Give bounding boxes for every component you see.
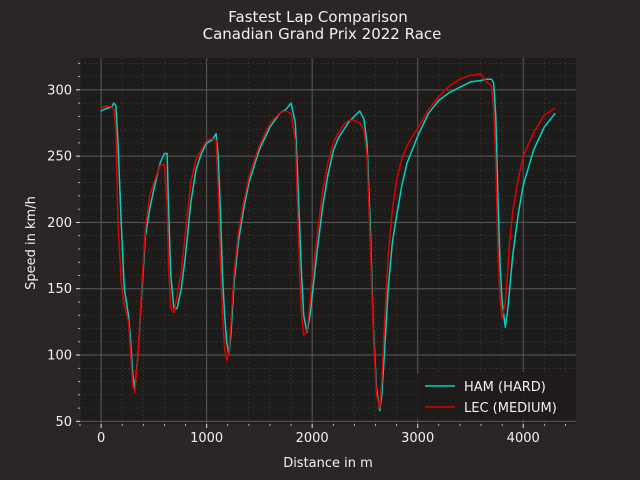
plot-area — [80, 58, 576, 424]
x-tick-label: 4000 — [507, 431, 540, 446]
legend-label-ham: HAM (HARD) — [464, 380, 546, 395]
x-axis-label: Distance in m — [283, 456, 373, 471]
series-line-lec — [100, 73, 556, 409]
chart-title: Fastest Lap Comparison — [228, 8, 407, 26]
y-tick-label: 300 — [47, 83, 72, 98]
x-tick-label: 2000 — [296, 431, 329, 446]
axis-ticks: 0 1000 2000 3000 4000 50 100 150 200 250 300 — [47, 62, 566, 446]
series-layer — [100, 73, 556, 412]
legend: HAM (HARD) LEC (MEDIUM) — [417, 372, 573, 420]
y-tick-label: 200 — [47, 216, 72, 231]
y-tick-label: 100 — [47, 349, 72, 364]
y-tick-label: 250 — [47, 150, 72, 165]
y-axis-label: Speed in km/h — [24, 196, 39, 290]
x-tick-label: 1000 — [190, 431, 223, 446]
y-tick-label: 150 — [47, 282, 72, 297]
y-tick-label: 50 — [55, 415, 72, 430]
major-grid — [80, 58, 576, 424]
legend-label-lec: LEC (MEDIUM) — [464, 401, 557, 416]
x-tick-label: 0 — [97, 431, 105, 446]
x-tick-label: 3000 — [401, 431, 434, 446]
chart-subtitle: Canadian Grand Prix 2022 Race — [203, 25, 442, 43]
legend-box — [417, 372, 573, 420]
